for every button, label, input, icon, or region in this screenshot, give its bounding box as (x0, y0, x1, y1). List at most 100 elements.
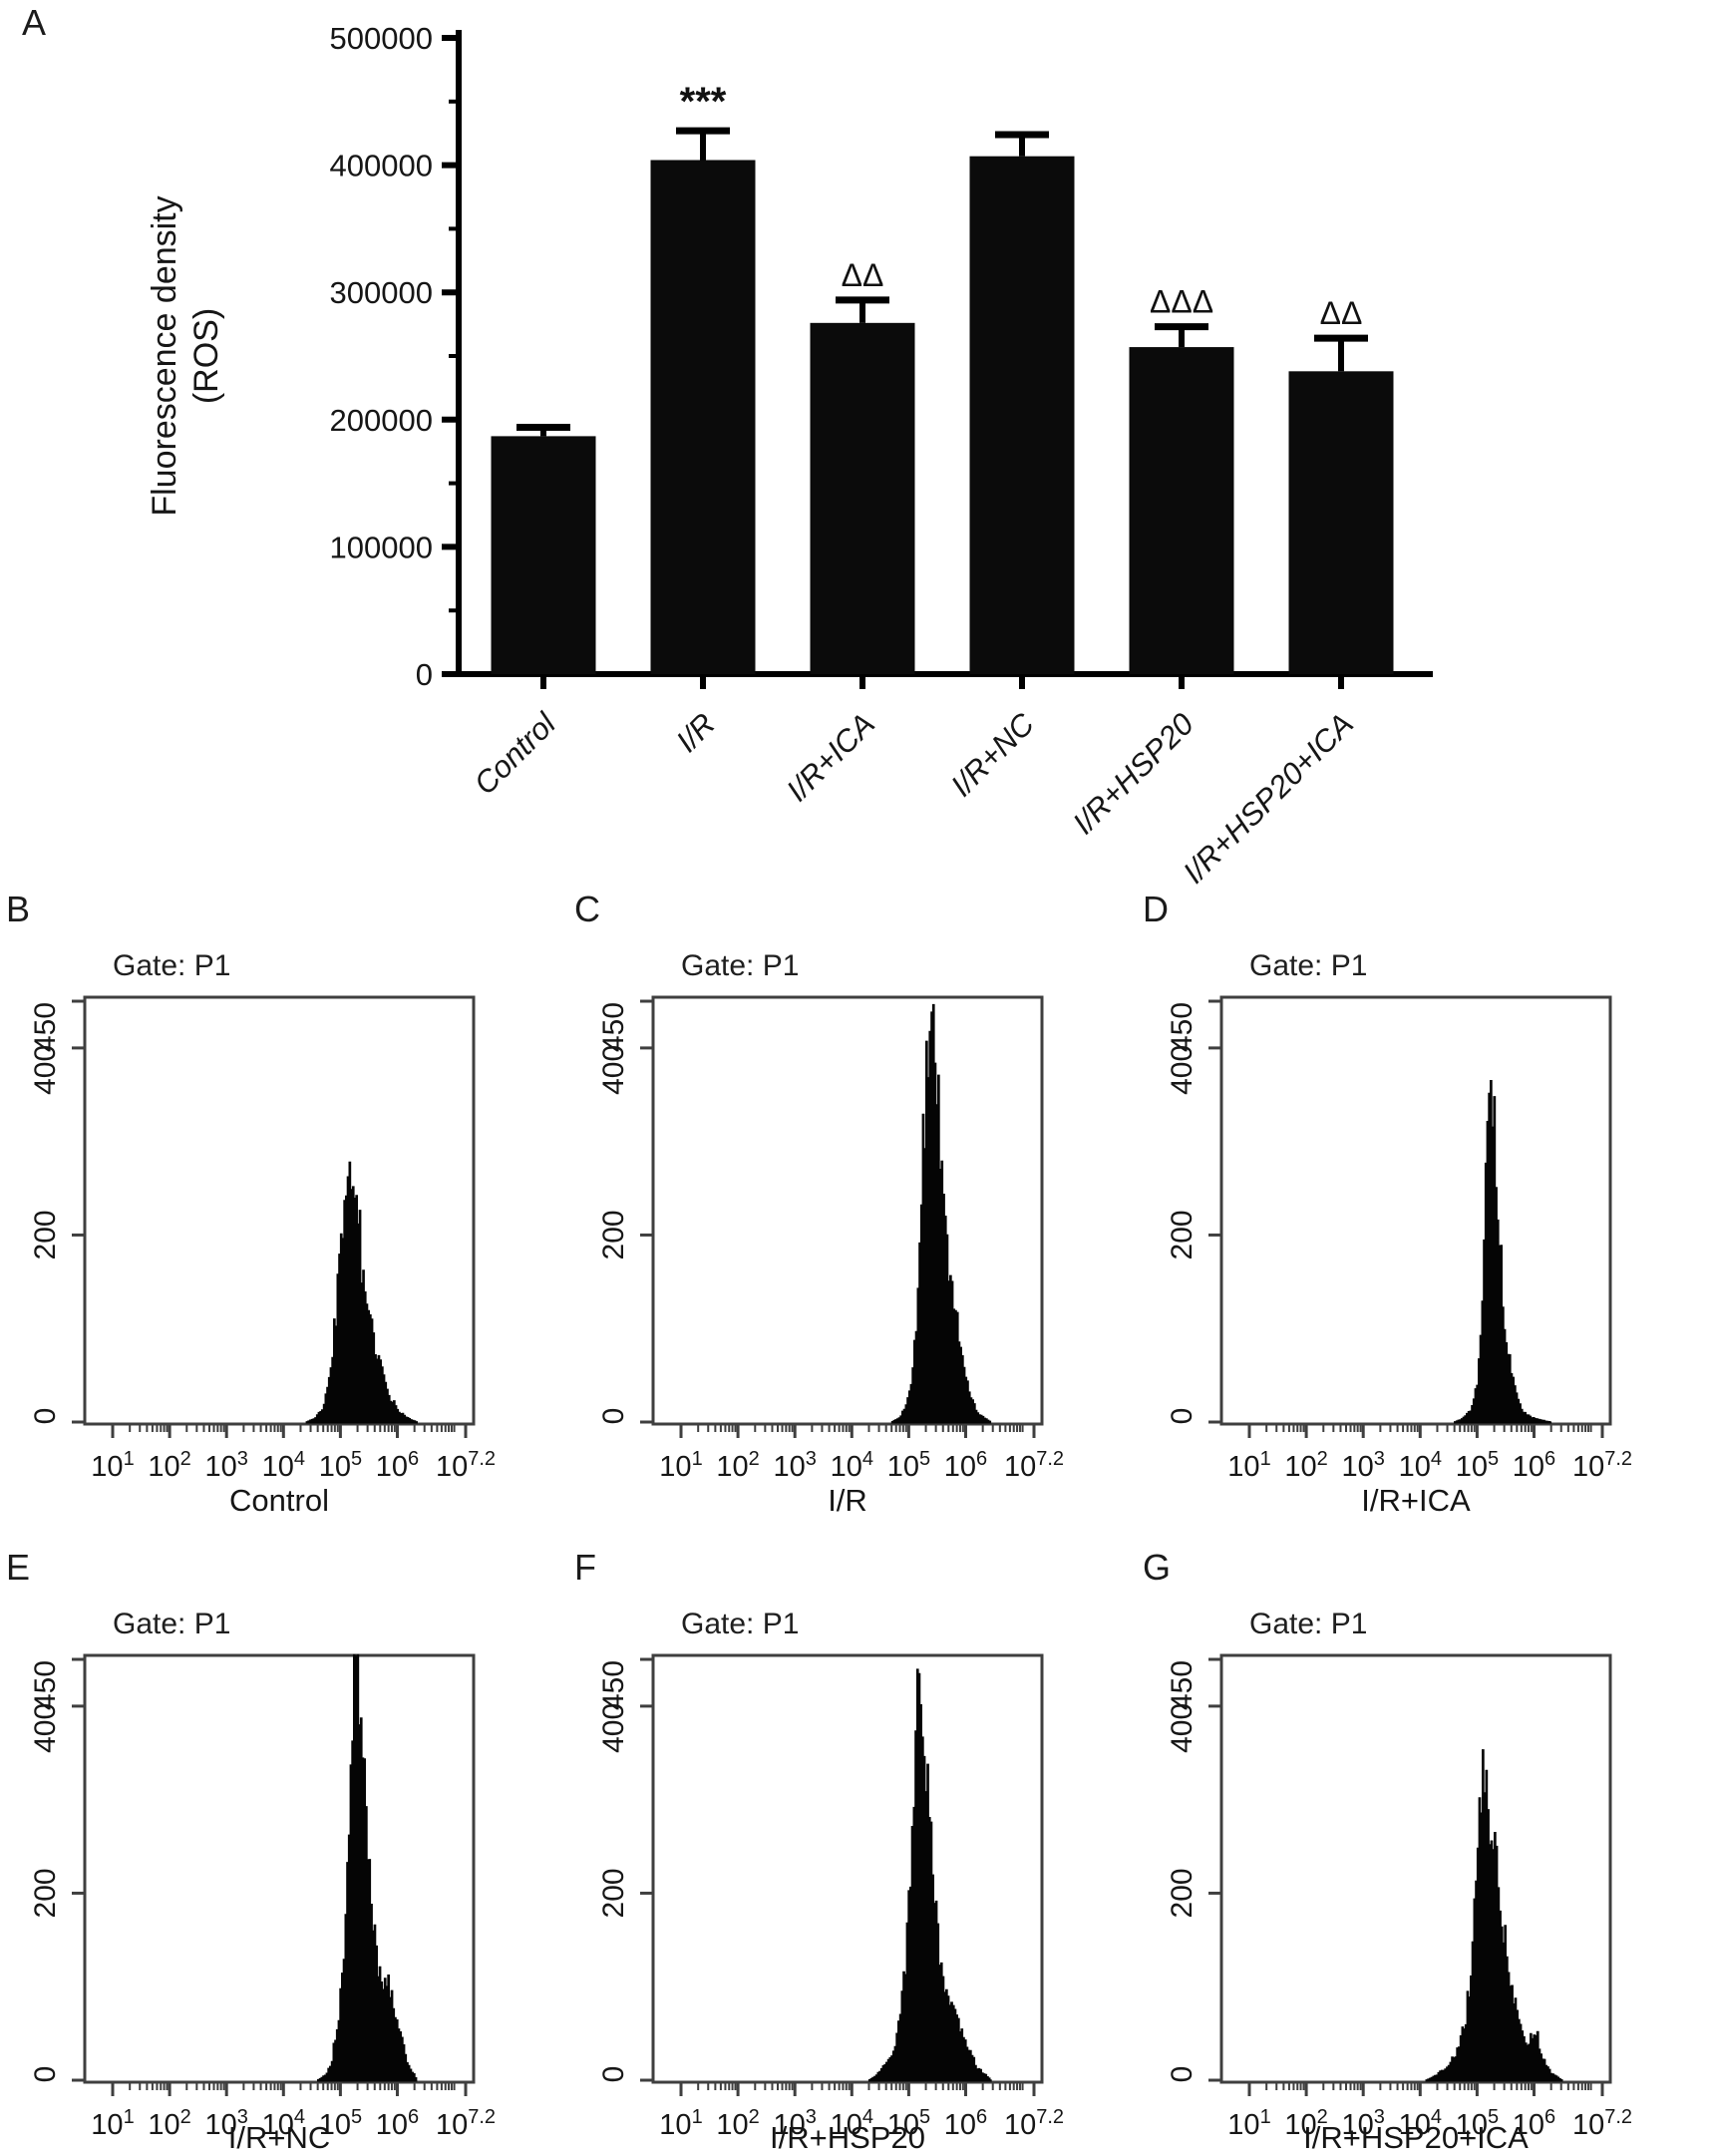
gate-label-g: Gate: P1 (1249, 1608, 1368, 1640)
panel-letter-a: A (22, 2, 47, 43)
hist-ytick-label: 0 (29, 1408, 62, 1425)
a-ytick-label: 0 (416, 657, 433, 692)
hist-frame (83, 995, 476, 1426)
hist-ytick-label: 0 (597, 1408, 630, 1425)
hist-distribution (890, 1003, 992, 1424)
hist-xlabel-ir-hsp20-ica: I/R+HSP20+ICA (1303, 2120, 1529, 2155)
hist-xtick-label: 107.2 (1004, 2106, 1064, 2141)
hist-ytick-label: 450 (1166, 1002, 1199, 1052)
hist-xtick-label: 107.2 (1572, 1448, 1632, 1483)
hist-xtick-label: 105 (1456, 1448, 1499, 1483)
hist-ytick-label: 450 (29, 1660, 62, 1710)
hist-xtick-label: 102 (716, 1448, 759, 1483)
hist-ytick-label: 400 (29, 1703, 62, 1753)
a-ytick-label: 200000 (330, 403, 433, 438)
panel-letter-b: B (6, 889, 31, 929)
hist-xlabel-ir-hsp20: I/R+HSP20 (770, 2120, 925, 2155)
hist-xtick-label: 106 (376, 2106, 419, 2141)
hist-distribution (1454, 1080, 1552, 1424)
a-bar-0 (491, 436, 596, 674)
hist-ytick-label: 450 (1166, 1660, 1199, 1710)
hist-frame (651, 995, 1044, 1426)
hist-xlabel-ir-nc: I/R+NC (227, 2120, 331, 2155)
hist-ytick-label: 200 (29, 1210, 62, 1259)
a-ytick-label: 300000 (330, 275, 433, 310)
hist-distribution (305, 1161, 418, 1424)
hist-frame (651, 1653, 1044, 2084)
hist-ytick-label: 0 (1166, 2066, 1199, 2083)
a-ytick-label: 100000 (330, 530, 433, 564)
a-bar-5 (1288, 371, 1394, 674)
panel-letter-c: C (574, 889, 600, 929)
hist-ytick-label: 200 (1166, 1210, 1199, 1259)
hist-xtick-label: 103 (204, 1448, 247, 1483)
a-annotation-2: ΔΔ (842, 257, 884, 293)
a-annotation-4: ΔΔΔ (1150, 284, 1213, 320)
hist-xtick-label: 105 (319, 1448, 362, 1483)
hist-ytick-label: 450 (29, 1002, 62, 1052)
a-ytick-label: 500000 (330, 21, 433, 56)
a-annotation-1: *** (680, 80, 727, 124)
gate-label-d: Gate: P1 (1249, 949, 1368, 982)
a-category-label-3: I/R+NC (944, 706, 1042, 804)
hist-xtick-label: 101 (91, 2106, 134, 2141)
hist-frame (83, 1653, 476, 2084)
hist-xtick-label: 104 (1399, 1448, 1442, 1483)
a-y-axis-title: Fluorescence density (ROS) (146, 195, 225, 516)
a-bar-2 (810, 322, 915, 674)
hist-distribution (317, 1653, 418, 2082)
hist-ytick-label: 400 (597, 1703, 630, 1753)
hist-xlabel-ir-ica: I/R+ICA (1361, 1483, 1471, 1518)
hist-xtick-label: 102 (1284, 1448, 1327, 1483)
hist-distribution (1425, 1749, 1563, 2082)
hist-xtick-label: 101 (1227, 1448, 1270, 1483)
a-bar-4 (1129, 347, 1234, 674)
hist-ytick-label: 0 (597, 2066, 630, 2083)
hist-xtick-label: 107.2 (436, 1448, 496, 1483)
gate-label-f: Gate: P1 (681, 1608, 800, 1640)
a-ytick-label: 400000 (330, 149, 433, 183)
hist-xtick-label: 104 (262, 1448, 305, 1483)
panel-letter-f: F (574, 1547, 596, 1588)
hist-xtick-label: 104 (831, 1448, 873, 1483)
hist-xtick-label: 103 (773, 1448, 816, 1483)
hist-xtick-label: 106 (376, 1448, 419, 1483)
hist-ytick-label: 0 (29, 2066, 62, 2083)
gate-label-c: Gate: P1 (681, 949, 800, 982)
panel-letter-e: E (6, 1547, 31, 1588)
hist-xtick-label: 107.2 (1004, 1448, 1064, 1483)
hist-xlabel-control: Control (229, 1483, 329, 1518)
hist-xtick-label: 101 (659, 1448, 702, 1483)
hist-xlabel-ir: I/R (828, 1483, 867, 1518)
hist-xtick-label: 106 (1513, 1448, 1555, 1483)
hist-xtick-label: 105 (887, 1448, 930, 1483)
hist-ytick-label: 200 (597, 1868, 630, 1918)
hist-frame (1219, 995, 1612, 1426)
hist-ytick-label: 450 (597, 1660, 630, 1710)
panel-letter-d: D (1143, 889, 1169, 929)
hist-xtick-label: 102 (148, 1448, 190, 1483)
panel-letter-g: G (1143, 1547, 1172, 1588)
hist-ytick-label: 200 (1166, 1868, 1199, 1918)
hist-ytick-label: 400 (29, 1045, 62, 1095)
hist-ytick-label: 400 (1166, 1703, 1199, 1753)
hist-xtick-label: 101 (91, 1448, 134, 1483)
a-category-label-4: I/R+HSP20 (1066, 706, 1200, 841)
a-category-label-0: Control (468, 705, 563, 801)
a-bar-1 (650, 160, 756, 675)
bar-chart-panel-a: 0 100000 200000 300000 400000 500000 Fluoresce… (146, 21, 1433, 891)
a-category-label-2: I/R+ICA (780, 706, 881, 808)
a-category-label-5: I/R+HSP20+ICA (1177, 706, 1360, 890)
hist-ytick-label: 400 (1166, 1045, 1199, 1095)
hist-distribution (867, 1668, 992, 2082)
hist-ytick-label: 0 (1166, 1408, 1199, 1425)
gate-label-e: Gate: P1 (113, 1608, 231, 1640)
hist-ytick-label: 400 (597, 1045, 630, 1095)
gate-label-b: Gate: P1 (113, 949, 231, 982)
